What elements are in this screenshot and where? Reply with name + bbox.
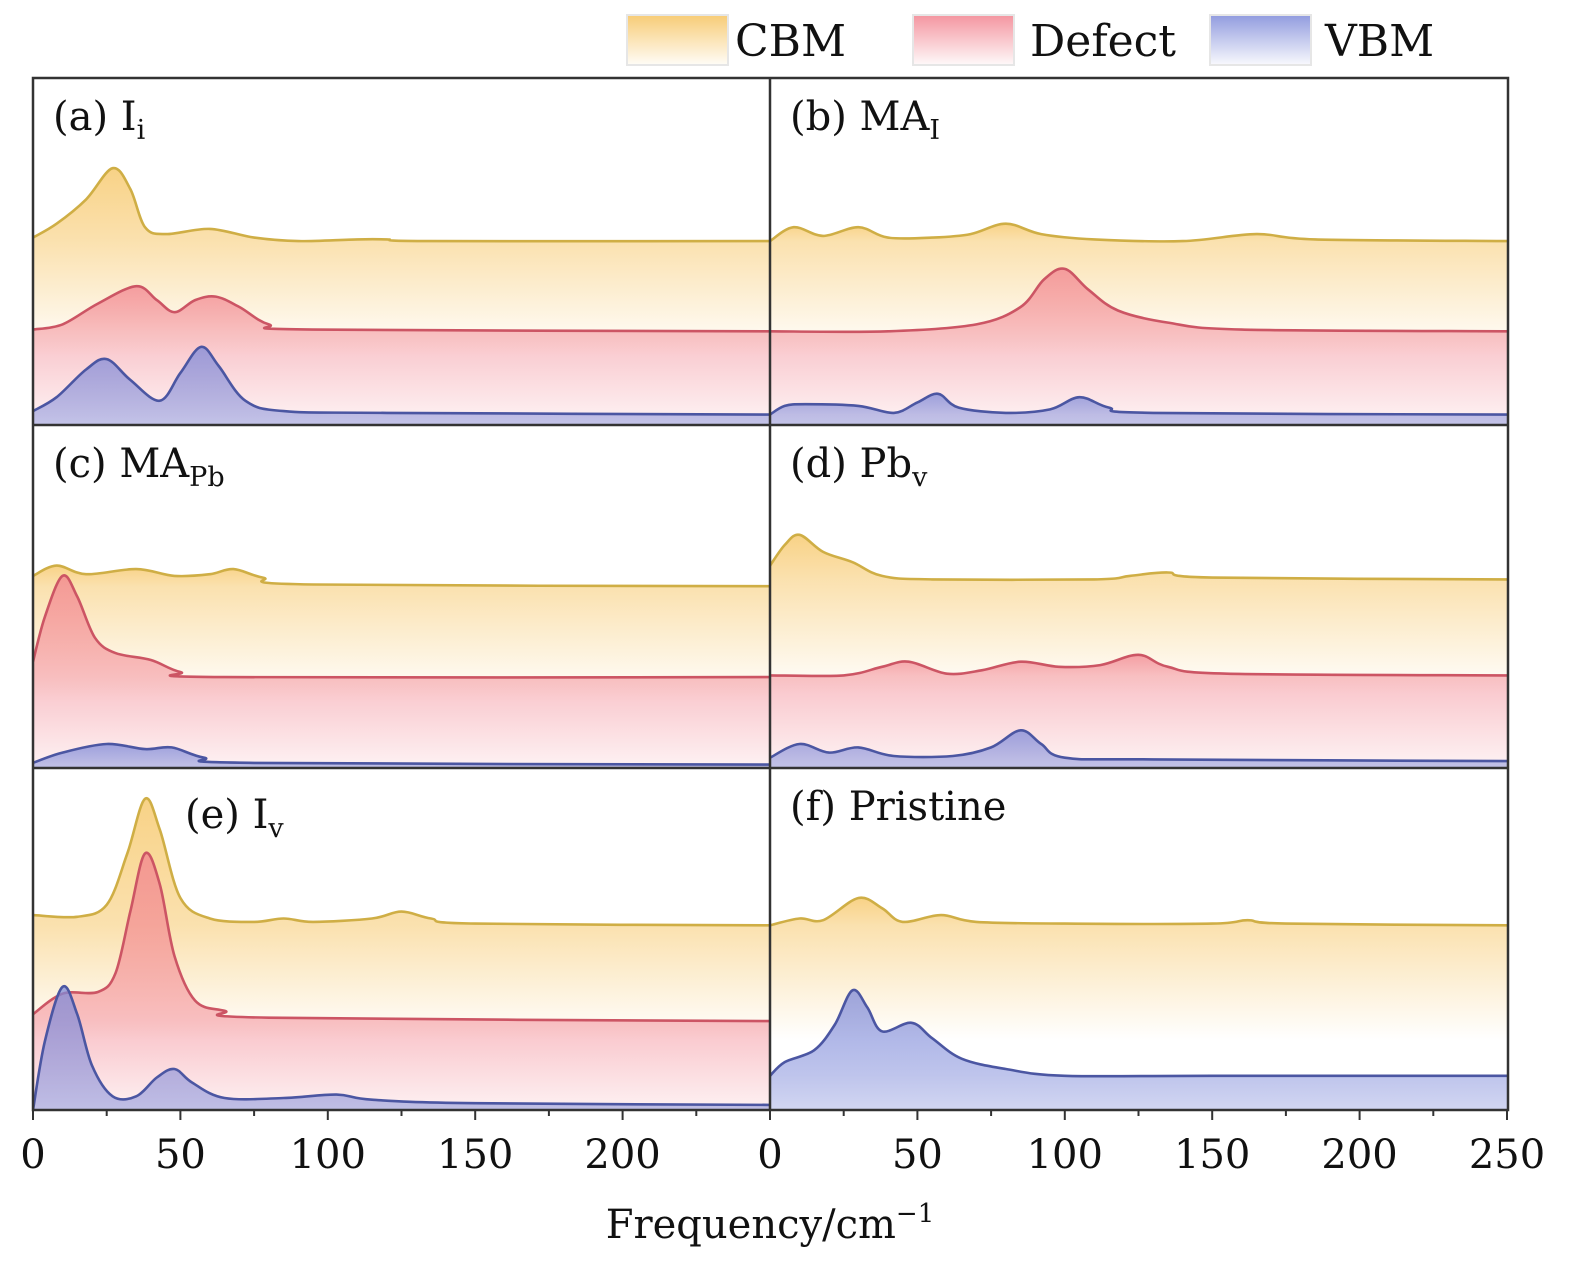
panel-f: (f) Pristine <box>770 784 1507 1110</box>
x-axis: 0 50 100 150 200 0 50 100 150 200 250 <box>20 1110 1545 1178</box>
series-line <box>33 984 770 1110</box>
series-vbm <box>770 988 1507 1110</box>
x-tick-label: 50 <box>892 1132 943 1178</box>
series-line <box>33 851 770 1023</box>
series-line <box>33 284 770 333</box>
series-vbm <box>770 729 1507 768</box>
legend-item-defect: Defect <box>912 14 1176 67</box>
legend-item-vbm: VBM <box>1209 14 1434 67</box>
panel-d: (d) Pbv <box>770 441 1507 768</box>
series-line <box>770 896 1507 927</box>
x-axis-label: Frequency/cm−1 <box>606 1199 934 1248</box>
series-line <box>33 796 770 927</box>
x-tick-label: 200 <box>584 1132 660 1178</box>
x-tick-label: 150 <box>1174 1132 1250 1178</box>
series-area <box>770 268 1507 425</box>
series-area <box>770 654 1507 768</box>
series-vbm <box>33 984 770 1110</box>
panel-b: (b) MAI <box>770 94 1507 425</box>
series-area <box>770 989 1507 1110</box>
legend-swatch <box>1209 14 1312 66</box>
panel-label-c: (c) MAPb <box>53 441 225 493</box>
legend-swatch <box>912 14 1015 66</box>
x-tick-label: 0 <box>757 1132 782 1178</box>
panel-a: (a) Ii <box>33 94 770 425</box>
series-defect <box>770 653 1507 768</box>
series-line <box>33 345 770 416</box>
series-area <box>33 346 770 425</box>
legend-label: Defect <box>1030 16 1176 67</box>
x-tick-label: 200 <box>1321 1132 1397 1178</box>
panel-label-f: (f) Pristine <box>790 784 1006 830</box>
series-vbm <box>33 345 770 425</box>
panel-label-e: (e) Iv <box>185 792 284 844</box>
x-tick-label: 100 <box>1027 1132 1103 1178</box>
series-line <box>33 564 770 588</box>
panels: (a) Ii (b) MAI (c) MAPb (d) Pbv (e) Iv (f) Pr… <box>33 94 1507 1110</box>
series-area <box>770 730 1507 768</box>
series-line <box>770 533 1507 582</box>
panel-label-a: (a) Ii <box>53 94 146 146</box>
panel-c: (c) MAPb <box>33 441 770 768</box>
series-line <box>770 729 1507 763</box>
series-line <box>770 988 1507 1078</box>
series-vbm <box>770 392 1507 425</box>
series-area <box>33 575 770 768</box>
series-area <box>770 393 1507 425</box>
series-defect <box>770 267 1507 425</box>
plot-frame <box>31 76 1510 1112</box>
panel-e: (e) Iv <box>33 792 770 1110</box>
legend: CBM Defect VBM <box>626 14 1434 67</box>
series-vbm <box>33 742 770 768</box>
series-line <box>770 267 1507 334</box>
series-area <box>33 852 770 1110</box>
x-tick-label: 50 <box>155 1132 206 1178</box>
series-line <box>770 222 1507 243</box>
panel-label-b: (b) MAI <box>790 94 940 146</box>
legend-item-cbm: CBM <box>626 14 846 67</box>
series-line <box>33 742 770 766</box>
series-area <box>33 986 770 1110</box>
series-line <box>33 574 770 679</box>
series-line <box>770 653 1507 678</box>
legend-swatch <box>626 14 729 66</box>
x-tick-label: 150 <box>437 1132 513 1178</box>
series-defect <box>33 851 770 1110</box>
x-tick-label: 0 <box>20 1132 45 1178</box>
x-tick-label: 100 <box>290 1132 366 1178</box>
legend-label: VBM <box>1324 16 1434 67</box>
series-defect <box>33 574 770 768</box>
series-line <box>770 392 1507 416</box>
legend-label: CBM <box>735 16 846 67</box>
series-line <box>33 166 770 243</box>
panel-label-d: (d) Pbv <box>790 441 928 493</box>
x-tick-label: 250 <box>1469 1132 1545 1178</box>
